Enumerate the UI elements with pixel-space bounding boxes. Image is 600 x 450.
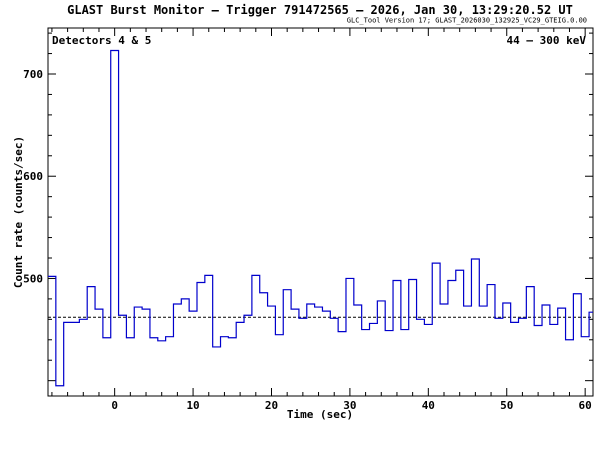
x-tick-label: 40: [422, 399, 435, 412]
plot-frame: [47, 27, 594, 397]
axis-ticks: [48, 28, 593, 396]
axis-tick-labels: 0 10 20 30 40 50 60 500 600 700: [23, 68, 592, 412]
y-axis-label: Count rate (counts/sec): [12, 136, 25, 288]
light-curve-series: [48, 49, 593, 387]
energy-range-annotation: 44 – 300 keV: [507, 34, 587, 47]
x-tick-label: 50: [500, 399, 513, 412]
chart-subtitle: GLC_Tool Version 17; GLAST_2026030_13292…: [347, 17, 587, 25]
x-tick-label: 60: [579, 399, 592, 412]
y-tick-label: 600: [23, 170, 43, 183]
x-tick-label: 30: [343, 399, 356, 412]
x-tick-label: 0: [111, 399, 118, 412]
y-tick-label: 700: [23, 68, 43, 81]
x-tick-label: 10: [186, 399, 199, 412]
y-tick-label: 500: [23, 272, 43, 285]
detectors-annotation: Detectors 4 & 5: [52, 34, 151, 47]
x-axis-label: Time (sec): [287, 408, 353, 421]
x-tick-label: 20: [265, 399, 278, 412]
chart-title: GLAST Burst Monitor – Trigger 791472565 …: [67, 3, 573, 17]
